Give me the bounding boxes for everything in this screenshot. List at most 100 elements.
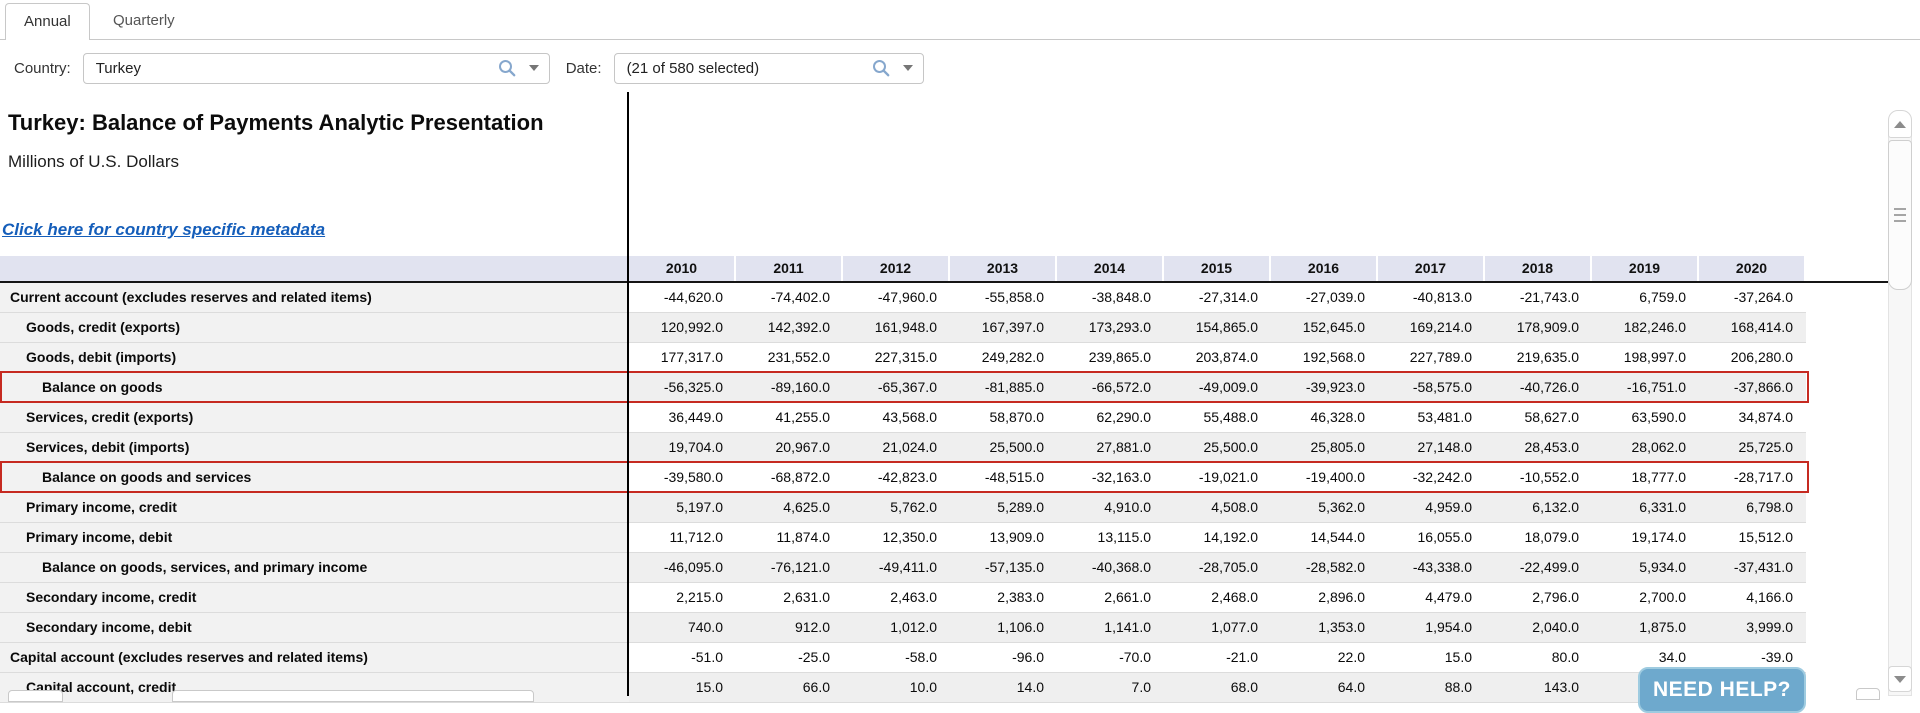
value-cell: -32,163.0 (1057, 463, 1164, 492)
value-cell: 173,293.0 (1057, 313, 1164, 342)
value-cell: -37,264.0 (1699, 283, 1806, 312)
tab-annual[interactable]: Annual (5, 3, 90, 40)
chevron-down-icon[interactable] (903, 65, 913, 71)
filter-bar: Country: Turkey Date: (21 of 580 selecte… (0, 41, 1920, 95)
value-cell: -27,039.0 (1271, 283, 1378, 312)
value-cell: 15,512.0 (1699, 523, 1806, 552)
value-cell: 14,192.0 (1164, 523, 1271, 552)
value-cell: -42,823.0 (843, 463, 950, 492)
value-cell: -37,866.0 (1699, 373, 1806, 402)
value-cell: 7.0 (1057, 673, 1164, 702)
value-cell: 19,174.0 (1592, 523, 1699, 552)
value-cell: 227,789.0 (1378, 343, 1485, 372)
value-cell: -10,552.0 (1485, 463, 1592, 492)
scroll-up-button[interactable] (1888, 110, 1912, 138)
vertical-scrollbar-thumb[interactable] (1888, 140, 1912, 290)
value-cell: -19,400.0 (1271, 463, 1378, 492)
value-cell: 68.0 (1164, 673, 1271, 702)
row-label: Services, credit (exports) (0, 403, 629, 432)
tab-bar: Annual Quarterly (0, 0, 1920, 40)
need-help-button[interactable]: NEED HELP? (1638, 667, 1806, 713)
value-cell: 10.0 (843, 673, 950, 702)
row-label: Goods, credit (exports) (0, 313, 629, 342)
value-cell: -27,314.0 (1164, 283, 1271, 312)
value-cell: 912.0 (736, 613, 843, 642)
value-cell: -47,960.0 (843, 283, 950, 312)
value-cell: 182,246.0 (1592, 313, 1699, 342)
value-cell: 6,132.0 (1485, 493, 1592, 522)
value-cell: 168,414.0 (1699, 313, 1806, 342)
value-cell: 41,255.0 (736, 403, 843, 432)
table-row: Current account (excludes reserves and r… (0, 283, 1806, 313)
value-cell: 177,317.0 (629, 343, 736, 372)
value-cell: 62,290.0 (1057, 403, 1164, 432)
value-cell: 80.0 (1485, 643, 1592, 672)
value-cell: -57,135.0 (950, 553, 1057, 582)
search-icon[interactable] (871, 58, 891, 78)
search-icon[interactable] (497, 58, 517, 78)
value-cell: 206,280.0 (1699, 343, 1806, 372)
country-metadata-link[interactable]: Click here for country specific metadata (2, 220, 325, 240)
chevron-down-icon[interactable] (529, 65, 539, 71)
value-cell: 19,704.0 (629, 433, 736, 462)
value-cell: -16,751.0 (1592, 373, 1699, 402)
bottom-partial-widget (172, 690, 534, 702)
value-cell: 27,148.0 (1378, 433, 1485, 462)
value-cell: -56,325.0 (629, 373, 736, 402)
value-cell: -40,813.0 (1378, 283, 1485, 312)
country-dropdown[interactable]: Turkey (83, 53, 550, 84)
value-cell: -22,499.0 (1485, 553, 1592, 582)
value-cell: 169,214.0 (1378, 313, 1485, 342)
country-label: Country: (14, 60, 71, 77)
value-cell: -49,009.0 (1164, 373, 1271, 402)
year-header-cell: 2014 (1057, 256, 1162, 281)
tab-quarterly[interactable]: Quarterly (95, 3, 193, 40)
value-cell: 142,392.0 (736, 313, 843, 342)
table-header-row: 2010201120122013201420152016201720182019… (0, 256, 1806, 281)
value-cell: 11,874.0 (736, 523, 843, 552)
value-cell: 15.0 (1378, 643, 1485, 672)
value-cell: 88.0 (1378, 673, 1485, 702)
table-row: Balance on goods -56,325.0-89,160.0-65,3… (0, 373, 1806, 403)
row-label: Services, debit (imports) (0, 433, 629, 462)
value-cell: -25.0 (736, 643, 843, 672)
row-label: Balance on goods, services, and primary … (0, 553, 629, 582)
arrow-down-icon (1894, 676, 1906, 683)
value-cell: 6,331.0 (1592, 493, 1699, 522)
value-cell: -39,923.0 (1271, 373, 1378, 402)
value-cell: 25,805.0 (1271, 433, 1378, 462)
value-cell: 143.0 (1485, 673, 1592, 702)
value-cell: -39,580.0 (629, 463, 736, 492)
year-header-cell: 2011 (736, 256, 841, 281)
value-cell: -43,338.0 (1378, 553, 1485, 582)
value-cell: -44,620.0 (629, 283, 736, 312)
value-cell: 2,796.0 (1485, 583, 1592, 612)
frozen-pane-divider (627, 92, 629, 696)
value-cell: 25,500.0 (1164, 433, 1271, 462)
year-header-cell: 2019 (1592, 256, 1697, 281)
value-cell: 18,777.0 (1592, 463, 1699, 492)
value-cell: -58.0 (843, 643, 950, 672)
value-cell: -28,717.0 (1699, 463, 1806, 492)
table-row: Goods, credit (exports) 120,992.0142,392… (0, 313, 1806, 343)
value-cell: 66.0 (736, 673, 843, 702)
value-cell: 5,362.0 (1271, 493, 1378, 522)
value-cell: -96.0 (950, 643, 1057, 672)
table-row: Goods, debit (imports) 177,317.0231,552.… (0, 343, 1806, 373)
value-cell: 4,625.0 (736, 493, 843, 522)
value-cell: 178,909.0 (1485, 313, 1592, 342)
value-cell: 25,500.0 (950, 433, 1057, 462)
value-cell: 13,909.0 (950, 523, 1057, 552)
row-label: Goods, debit (imports) (0, 343, 629, 372)
date-dropdown[interactable]: (21 of 580 selected) (614, 53, 924, 84)
value-cell: 2,463.0 (843, 583, 950, 612)
value-cell: 2,896.0 (1271, 583, 1378, 612)
value-cell: -40,368.0 (1057, 553, 1164, 582)
year-header-cell: 2018 (1485, 256, 1590, 281)
scroll-down-button[interactable] (1888, 666, 1912, 692)
arrow-up-icon (1894, 121, 1906, 128)
value-cell: 34,874.0 (1699, 403, 1806, 432)
table-row: Primary income, debit 11,712.011,874.012… (0, 523, 1806, 553)
table-row: Balance on goods and services -39,580.0-… (0, 463, 1806, 493)
thumb-grip-icon (1894, 208, 1906, 210)
